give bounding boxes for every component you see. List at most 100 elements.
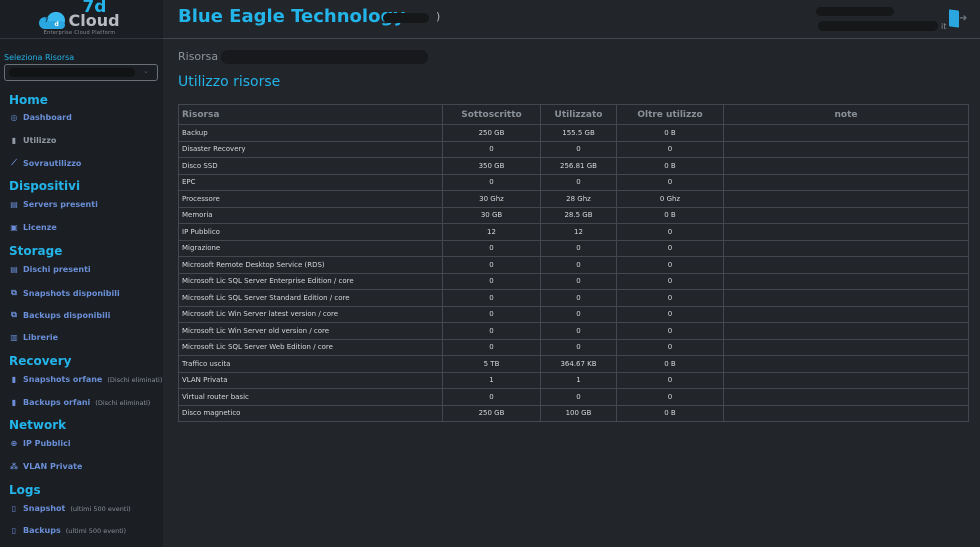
cell-note <box>723 140 969 158</box>
logo-brand-top: 7d <box>82 0 107 17</box>
cell-risorsa: Microsoft Lic SQL Server Web Edition / c… <box>178 338 443 356</box>
table-row: Disaster Recovery 0 0 0 <box>178 140 969 158</box>
cell-utilizzato: 0 <box>540 322 617 340</box>
sidebar-item-ip-pubblici[interactable]: ⊕ IP Pubblici <box>10 439 71 448</box>
cell-utilizzato: 100 GB <box>540 404 617 422</box>
cell-oltre-utilizzo: 0 B <box>616 355 724 373</box>
cell-oltre-utilizzo: 0 <box>616 322 724 340</box>
cell-sottoscritto: 12 <box>442 223 541 241</box>
cell-risorsa: Disco magnetico <box>178 404 443 422</box>
cell-utilizzato: 28 Ghz <box>540 190 617 208</box>
copy-icon: ⧉ <box>11 288 17 297</box>
cell-utilizzato: 364.67 KB <box>540 355 617 373</box>
copy-icon: ⧉ <box>11 310 17 319</box>
sidebar-item-licenze[interactable]: ▣ Licenze <box>10 223 57 232</box>
logout-icon <box>949 9 959 28</box>
table-row: IP Pubblico 12 12 0 <box>178 223 969 241</box>
table-row: VLAN Privata 1 1 0 <box>178 371 969 389</box>
cell-sottoscritto: 250 GB <box>442 124 541 142</box>
table-row: Microsoft Remote Desktop Service (RDS) 0 0… <box>178 256 969 274</box>
table-row: Traffico uscita 5 TB 364.67 KB 0 B <box>178 355 969 373</box>
cell-oltre-utilizzo: 0 <box>616 272 724 290</box>
disk-icon: ▤ <box>10 265 18 274</box>
nav-section-logs: Logs <box>9 483 41 497</box>
cell-utilizzato: 0 <box>540 173 617 191</box>
logout-button[interactable]: ➜ <box>949 9 969 29</box>
cell-sottoscritto: 0 <box>442 256 541 274</box>
resource-selector[interactable]: ⌄ <box>4 64 158 81</box>
cell-sottoscritto: 0 <box>442 173 541 191</box>
cell-oltre-utilizzo: 0 B <box>616 157 724 175</box>
sidebar-item-log-backups[interactable]: ▯ Backups (ultimi 500 eventi) <box>9 526 126 535</box>
cell-note <box>723 338 969 356</box>
cell-risorsa: Microsoft Remote Desktop Service (RDS) <box>178 256 443 274</box>
cell-sottoscritto: 0 <box>442 140 541 158</box>
cell-note <box>723 157 969 175</box>
cell-note <box>723 124 969 142</box>
cell-risorsa: Disco SSD <box>178 157 443 175</box>
cell-sottoscritto: 250 GB <box>442 404 541 422</box>
sidebar-item-backups-disponibili[interactable]: ⧉ Backups disponibili <box>9 310 110 320</box>
cell-oltre-utilizzo: 0 <box>616 239 724 257</box>
network-icon: ⁂ <box>9 462 19 471</box>
cell-sottoscritto: 0 <box>442 239 541 257</box>
nav-section-dispositivi: Dispositivi <box>9 179 81 193</box>
bar-chart-icon: ▮ <box>11 136 17 145</box>
cell-utilizzato: 0 <box>540 338 617 356</box>
sidebar-item-utilizzo[interactable]: ▮ Utilizzo <box>9 136 57 145</box>
cell-oltre-utilizzo: 0 <box>616 371 724 389</box>
cell-risorsa: Processore <box>178 190 443 208</box>
table-row: Microsoft Lic Win Server latest version … <box>178 305 969 323</box>
sidebar-item-sovrautilizzo[interactable]: ⟋ Sovrautilizzo <box>9 158 81 168</box>
sidebar-item-backups-orfani[interactable]: ▮ Backups orfani (Dischi eliminati) <box>9 398 151 407</box>
cell-sottoscritto: 1 <box>442 371 541 389</box>
cell-risorsa: Migrazione <box>178 239 443 257</box>
sidebar-item-note: (Dischi eliminati) <box>107 375 163 384</box>
cell-oltre-utilizzo: 0 <box>616 338 724 356</box>
file-archive-icon: ▮ <box>11 375 17 384</box>
sidebar-item-dischi-presenti[interactable]: ▤ Dischi presenti <box>10 265 91 274</box>
cell-utilizzato: 28.5 GB <box>540 206 617 224</box>
nav-section-home: Home <box>9 93 48 107</box>
cell-oltre-utilizzo: 0 <box>616 388 724 406</box>
cell-risorsa: IP Pubblico <box>178 223 443 241</box>
sidebar-item-librerie[interactable]: ▥ Librerie <box>10 333 59 342</box>
resource-selector-label: Seleziona Risorsa <box>4 53 75 62</box>
sidebar-item-servers-presenti[interactable]: ▤ Servers presenti <box>10 200 98 209</box>
company-name: Blue Eagle Technology <box>178 6 406 27</box>
table-row: Processore 30 Ghz 28 Ghz 0 Ghz <box>178 190 969 208</box>
cell-oltre-utilizzo: 0 B <box>616 404 724 422</box>
cell-oltre-utilizzo: 0 <box>616 173 724 191</box>
sidebar-item-note: (ultimi 500 eventi) <box>65 526 127 535</box>
cell-sottoscritto: 30 Ghz <box>442 190 541 208</box>
nav-section-network: Network <box>9 418 67 432</box>
sidebar-item-snapshots-disponibili[interactable]: ⧉ Snapshots disponibili <box>9 288 120 298</box>
column-header-note: note <box>723 104 969 125</box>
cell-utilizzato: 155.5 GB <box>540 124 617 142</box>
cell-oltre-utilizzo: 0 B <box>616 206 724 224</box>
sidebar-item-log-snapshot[interactable]: ▯ Snapshot (ultimi 500 eventi) <box>9 504 131 513</box>
cell-sottoscritto: 30 GB <box>442 206 541 224</box>
sidebar-item-dashboard[interactable]: ◎ Dashboard <box>10 113 72 122</box>
cell-sottoscritto: 0 <box>442 322 541 340</box>
cell-note <box>723 239 969 257</box>
sidebar-item-vlan-private[interactable]: ⁂ VLAN Private <box>9 462 83 471</box>
license-icon: ▣ <box>10 223 18 232</box>
user-email-suffix: it <box>941 22 947 31</box>
cell-utilizzato: 0 <box>540 140 617 158</box>
cell-oltre-utilizzo: 0 <box>616 256 724 274</box>
cell-oltre-utilizzo: 0 B <box>616 124 724 142</box>
resource-name-redacted <box>221 50 428 64</box>
sidebar-item-snapshots-orfane[interactable]: ▮ Snapshots orfane (Dischi eliminati) <box>9 375 163 384</box>
table-row: Microsoft Lic SQL Server Enterprise Edit… <box>178 272 969 290</box>
nav-section-storage: Storage <box>9 244 63 258</box>
cell-note <box>723 190 969 208</box>
sidebar-item-note: (Dischi eliminati) <box>95 398 151 407</box>
cell-risorsa: VLAN Privata <box>178 371 443 389</box>
top-bar: Blue Eagle Technology ) it ➜ <box>163 0 980 39</box>
usage-table: Risorsa Sottoscritto Utilizzato Oltre ut… <box>178 104 969 422</box>
cell-utilizzato: 0 <box>540 239 617 257</box>
cell-oltre-utilizzo: 0 <box>616 223 724 241</box>
cell-oltre-utilizzo: 0 <box>616 289 724 307</box>
